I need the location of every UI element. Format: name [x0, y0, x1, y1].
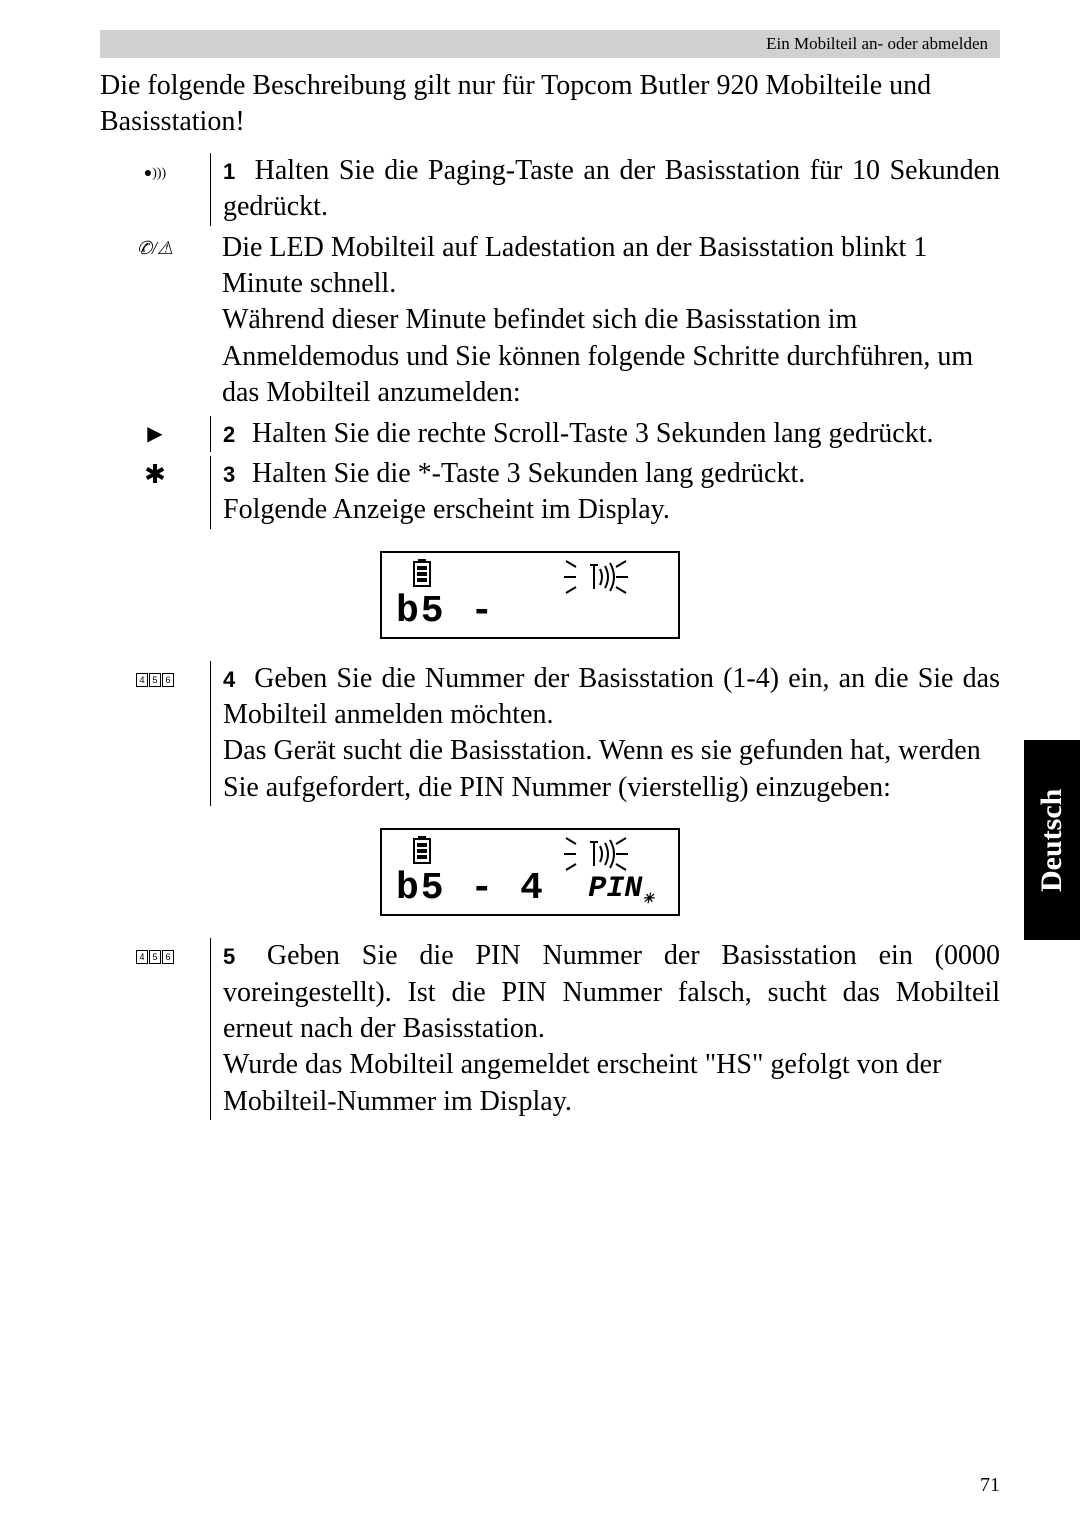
page-number: 71 — [980, 1474, 1000, 1497]
star-icon: ✱ — [100, 456, 210, 490]
intro-text: Die folgende Beschreibung gilt nur für T… — [100, 68, 1000, 141]
step-3-row: ✱ 3 Halten Sie die *-Taste 3 Sekunden la… — [100, 456, 1000, 529]
header-title: Ein Mobilteil an- oder abmelden — [766, 34, 988, 53]
step-5-text: Geben Sie die PIN Nummer der Basisstatio… — [223, 940, 1000, 1044]
keypad-icon-1: 456 — [100, 661, 210, 691]
lcd-display-1: b5 - — [380, 551, 680, 639]
battery-icon — [410, 559, 434, 587]
step-2-text: Halten Sie die rechte Scroll-Taste 3 Sek… — [252, 418, 934, 449]
step-1-text: Halten Sie die Paging-Taste an der Basis… — [223, 155, 1000, 222]
step-5-row: 456 5 Geben Sie die PIN Nummer der Basis… — [100, 938, 1000, 1120]
antenna-icon — [558, 559, 648, 599]
lcd-display-2: b5 - 4 PIN✳ — [380, 828, 680, 916]
lcd-2-text: b5 - 4 — [396, 867, 545, 910]
lcd-2-pin: PIN✳ — [588, 872, 654, 908]
step-3-num: 3 — [223, 461, 245, 490]
step-4-row: 456 4 Geben Sie die Nummer der Basisstat… — [100, 661, 1000, 807]
lcd-1-text: b5 - — [396, 590, 495, 633]
step-1-num: 1 — [223, 158, 245, 187]
step-2-num: 2 — [223, 421, 245, 450]
paging-icon: ●))) — [100, 153, 210, 183]
step-4-text: Geben Sie die Nummer der Basisstation (1… — [223, 663, 1000, 730]
battery-icon-2 — [410, 836, 434, 864]
info-4-text: Das Gerät sucht die Basisstation. Wenn e… — [223, 733, 1000, 806]
info-5-text: Wurde das Mobilteil angemeldet erscheint… — [223, 1047, 1000, 1120]
info-1-row: ✆/⚠ Die LED Mobilteil auf Ladestation an… — [100, 230, 1000, 412]
info-3-text: Folgende Anzeige erscheint im Display. — [223, 492, 1000, 528]
antenna-icon-2 — [558, 836, 648, 876]
step-4-num: 4 — [223, 666, 245, 695]
info-1-text: Die LED Mobilteil auf Ladestation an der… — [222, 230, 1000, 303]
arrow-right-icon: ▶ — [100, 416, 210, 446]
step-1-row: ●))) 1 Halten Sie die Paging-Taste an de… — [100, 153, 1000, 226]
step-3-text: Halten Sie die *-Taste 3 Sekunden lang g… — [252, 458, 805, 489]
info-2-text: Während dieser Minute befindet sich die … — [222, 302, 1000, 411]
handset-warning-icon: ✆/⚠ — [100, 230, 210, 260]
language-tab: Deutsch — [1024, 740, 1080, 940]
step-5-num: 5 — [223, 943, 245, 972]
keypad-icon-2: 456 — [100, 938, 210, 968]
step-2-row: ▶ 2 Halten Sie die rechte Scroll-Taste 3… — [100, 416, 1000, 452]
header-bar: Ein Mobilteil an- oder abmelden — [100, 30, 1000, 58]
